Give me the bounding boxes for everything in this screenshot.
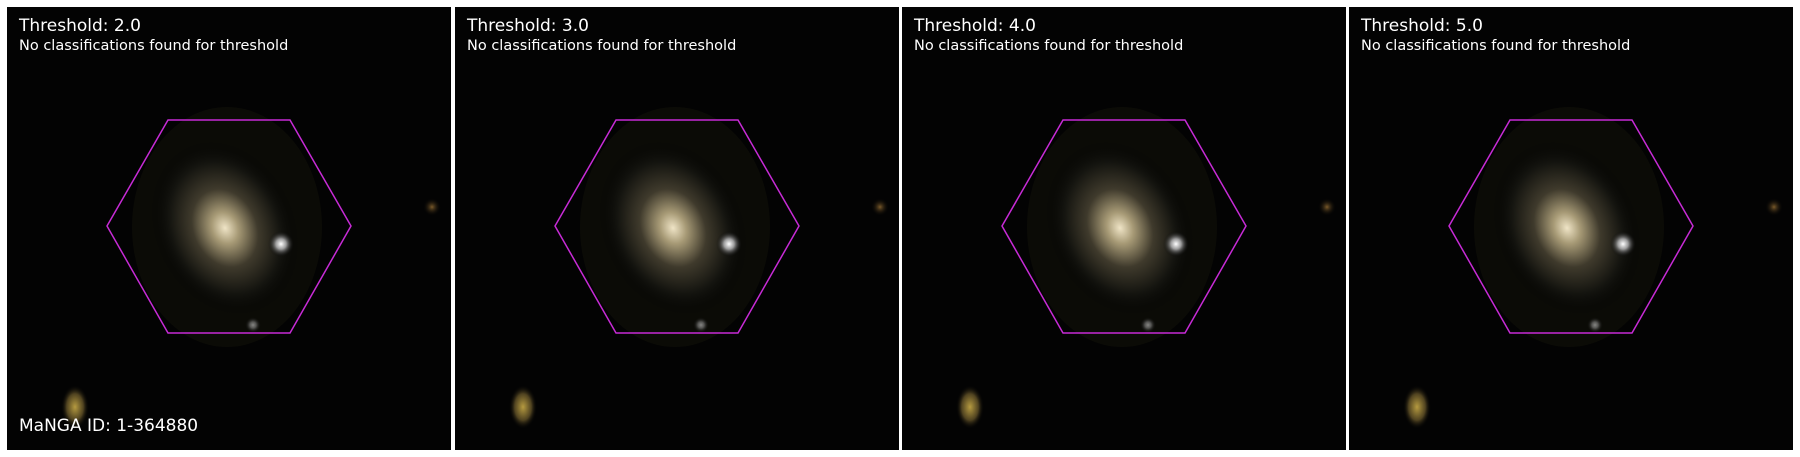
- threshold-panel-4: Threshold: 5.0 No classifications found …: [1349, 7, 1793, 450]
- classification-message: No classifications found for threshold: [1361, 38, 1631, 54]
- foreground-star: [716, 231, 742, 257]
- galaxy-core: [151, 141, 299, 315]
- faint-star: [245, 317, 261, 333]
- galaxy-core: [1493, 141, 1641, 315]
- galaxy-image: [509, 107, 889, 429]
- galaxy-core: [1046, 141, 1194, 315]
- threshold-title: Threshold: 4.0: [914, 16, 1036, 36]
- companion-object: [509, 385, 537, 429]
- threshold-title: Threshold: 3.0: [467, 16, 589, 36]
- threshold-panel-1: Threshold: 2.0 No classifications found …: [7, 7, 451, 450]
- classification-message: No classifications found for threshold: [914, 38, 1184, 54]
- galaxy-image: [61, 107, 441, 429]
- galaxy-image: [956, 107, 1336, 429]
- foreground-star: [1610, 231, 1636, 257]
- edge-object: [423, 198, 441, 216]
- threshold-panel-3: Threshold: 4.0 No classifications found …: [902, 7, 1346, 450]
- faint-star: [1140, 317, 1156, 333]
- faint-star: [693, 317, 709, 333]
- edge-object: [871, 198, 889, 216]
- classification-message: No classifications found for threshold: [19, 38, 289, 54]
- ifu-hexagon: [1001, 119, 1247, 334]
- manga-id-label: MaNGA ID: 1-364880: [19, 416, 199, 436]
- threshold-title: Threshold: 2.0: [19, 16, 141, 36]
- threshold-panel-2: Threshold: 3.0 No classifications found …: [455, 7, 899, 450]
- companion-object: [61, 385, 89, 429]
- faint-star: [1587, 317, 1603, 333]
- ifu-hexagon: [1448, 119, 1694, 334]
- galaxy-image: [1403, 107, 1783, 429]
- companion-object: [956, 385, 984, 429]
- foreground-star: [268, 231, 294, 257]
- threshold-title: Threshold: 5.0: [1361, 16, 1483, 36]
- classification-message: No classifications found for threshold: [467, 38, 737, 54]
- galaxy-core: [599, 141, 747, 315]
- ifu-hexagon: [554, 119, 800, 334]
- edge-object: [1765, 198, 1783, 216]
- companion-object: [1403, 385, 1431, 429]
- ifu-hexagon: [106, 119, 352, 334]
- foreground-star: [1163, 231, 1189, 257]
- edge-object: [1318, 198, 1336, 216]
